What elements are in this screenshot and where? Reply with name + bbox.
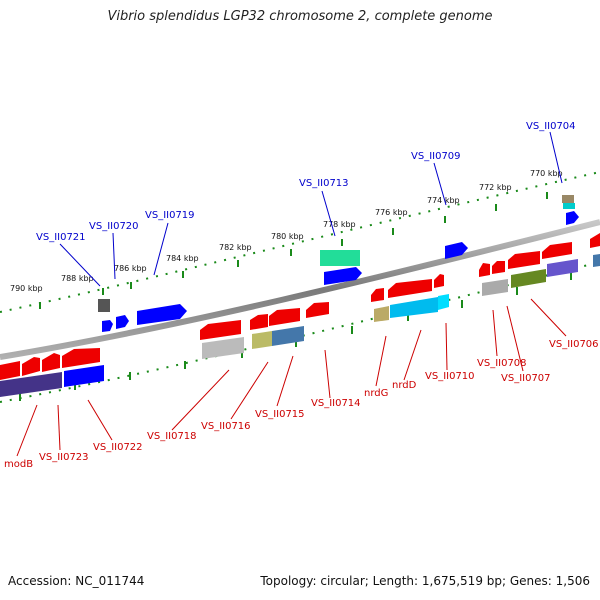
kbp-label: 776 kbp [375, 208, 408, 217]
gene-label-top: VS_II0704 [526, 121, 576, 132]
gene-arrow [22, 357, 40, 376]
gene-arrow [42, 353, 60, 372]
kbp-labels: 790 kbp 788 kbp 786 kbp 784 kbp 782 kbp … [10, 169, 563, 293]
gene-arrow [250, 314, 268, 330]
kbp-label: 782 kbp [219, 243, 252, 252]
gene-label-bottom: VS_II0706 [549, 339, 599, 350]
top-label-connectors [59, 131, 563, 287]
gene-arrow [508, 251, 540, 269]
gene-label-top: VS_II0720 [89, 221, 139, 232]
gene-block [563, 203, 575, 209]
gene-label-bottom: VS_II0718 [147, 431, 197, 442]
gene-arrow [434, 274, 444, 288]
gene-arrow [62, 348, 100, 368]
gene-arrow [0, 361, 20, 380]
gene-arrow [306, 302, 329, 318]
gene-block [98, 299, 110, 312]
gene-arrow [269, 308, 300, 326]
bottom-gene-labels: modB VS_II0723 VS_II0722 VS_II0718 VS_II… [4, 339, 599, 470]
gene-block [374, 306, 389, 322]
gene-arrow [200, 320, 241, 340]
kbp-label: 780 kbp [271, 232, 304, 241]
kbp-label: 778 kbp [323, 220, 356, 229]
chromosome-backbone [0, 219, 600, 360]
gene-label-bottom: VS_II0710 [425, 371, 475, 382]
reverse-genes[interactable] [0, 233, 600, 397]
map-title: Vibrio splendidus LGP32 chromosome 2, co… [107, 9, 493, 24]
gene-arrow [116, 315, 129, 329]
gene-arrow [324, 267, 362, 285]
gene-label-top: VS_II0709 [411, 151, 461, 162]
kbp-label: 774 kbp [427, 196, 460, 205]
accession-text: Accession: NC_011744 [8, 574, 145, 588]
gene-block [0, 372, 62, 397]
gene-arrow [479, 263, 490, 277]
outer-tick-track [0, 171, 600, 313]
gene-label-bottom: nrdD [392, 380, 417, 391]
gene-block [272, 326, 304, 346]
gene-label-top: VS_II0721 [36, 232, 86, 243]
gene-block [547, 259, 578, 277]
kbp-label: 786 kbp [114, 264, 147, 273]
kbp-label: 770 kbp [530, 169, 563, 178]
gene-block [562, 195, 574, 203]
gene-block [593, 254, 600, 267]
gene-block [252, 331, 272, 349]
outer-major-ticks [39, 192, 548, 309]
gene-arrow [566, 211, 579, 225]
bottom-label-connectors [16, 298, 567, 457]
gene-arrow [102, 320, 113, 332]
gene-arrow [542, 242, 572, 259]
gene-label-bottom: VS_II0722 [93, 442, 143, 453]
gene-arrow [492, 261, 505, 274]
kbp-label: 788 kbp [61, 274, 94, 283]
gene-arrow [388, 279, 432, 298]
gene-label-bottom: VS_II0707 [501, 373, 551, 384]
gene-label-bottom: modB [4, 459, 33, 470]
genome-summary: Topology: circular; Length: 1,675,519 bp… [260, 574, 590, 588]
gene-block [511, 269, 546, 288]
forward-genes[interactable] [98, 195, 579, 332]
gene-arrow [371, 288, 384, 302]
gene-arrow [445, 242, 468, 259]
gene-label-bottom: VS_II0708 [477, 358, 527, 369]
gene-label-bottom: nrdG [364, 388, 388, 399]
gene-block [390, 297, 438, 318]
gene-block [482, 279, 508, 296]
gene-label-bottom: VS_II0723 [39, 452, 89, 463]
gene-arrow [137, 304, 187, 325]
gene-arrow [590, 233, 600, 248]
gene-label-bottom: VS_II0716 [201, 421, 251, 432]
kbp-label: 772 kbp [479, 183, 512, 192]
gene-block [202, 337, 244, 359]
kbp-label: 790 kbp [10, 284, 43, 293]
gene-block [320, 250, 360, 266]
gene-block [438, 294, 449, 310]
gene-label-bottom: VS_II0714 [311, 398, 361, 409]
top-gene-labels: VS_II0721 VS_II0720 VS_II0719 VS_II0713 … [36, 121, 576, 243]
gene-arrow [64, 365, 104, 387]
gene-label-bottom: VS_II0715 [255, 409, 305, 420]
gene-label-top: VS_II0713 [299, 178, 349, 189]
kbp-label: 784 kbp [166, 254, 199, 263]
gene-label-top: VS_II0719 [145, 210, 195, 221]
